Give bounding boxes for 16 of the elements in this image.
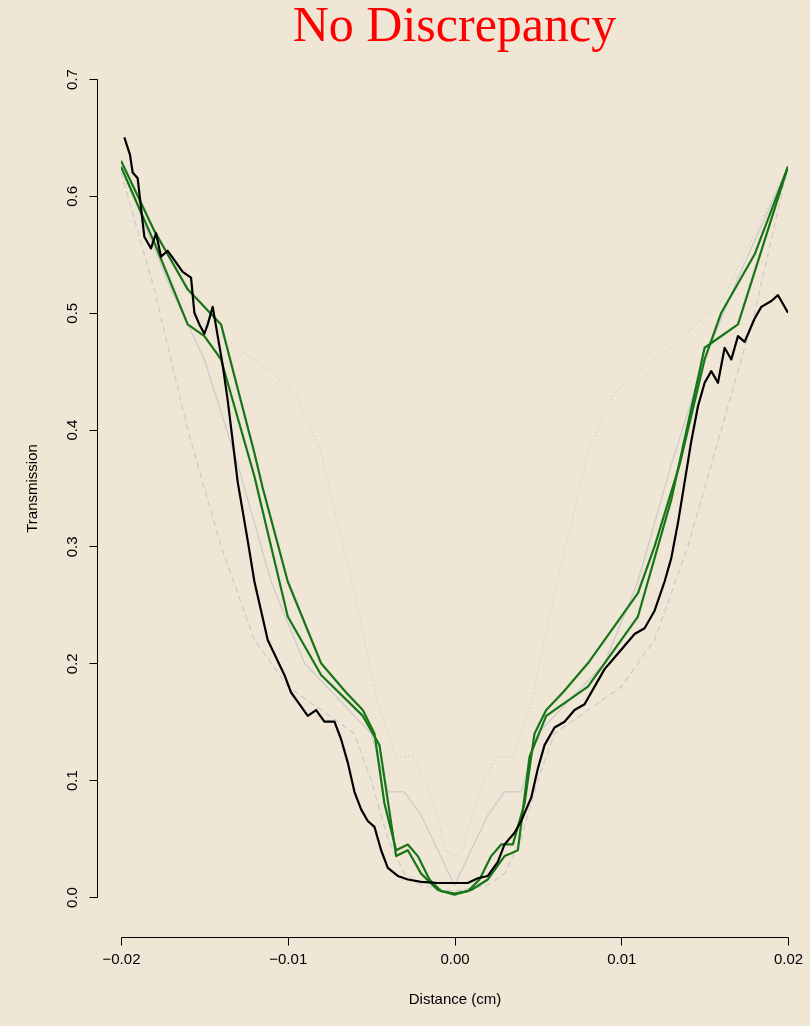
y-tick-label: 0.3 (62, 536, 80, 558)
y-tick-label: 0.1 (62, 770, 80, 792)
x-tick-label: 0.00 (440, 949, 470, 967)
x-tick-label: 0.02 (773, 949, 804, 967)
x-axis-title: Distance (cm) (408, 989, 502, 1007)
y-tick-label: 0.2 (62, 653, 80, 675)
x-tick-label: −0.01 (269, 949, 308, 967)
y-tick-label: 0.6 (62, 185, 80, 207)
y-tick-label: 0.7 (62, 69, 80, 90)
x-tick-label: 0.01 (607, 949, 637, 967)
x-tick-label: −0.02 (102, 949, 141, 967)
y-axis-title: Transmission (22, 444, 40, 533)
y-tick-label: 0.0 (62, 887, 80, 908)
chart-title: No Discrepancy (292, 0, 617, 52)
y-tick-label: 0.5 (62, 302, 80, 324)
y-tick-label: 0.4 (62, 419, 80, 441)
